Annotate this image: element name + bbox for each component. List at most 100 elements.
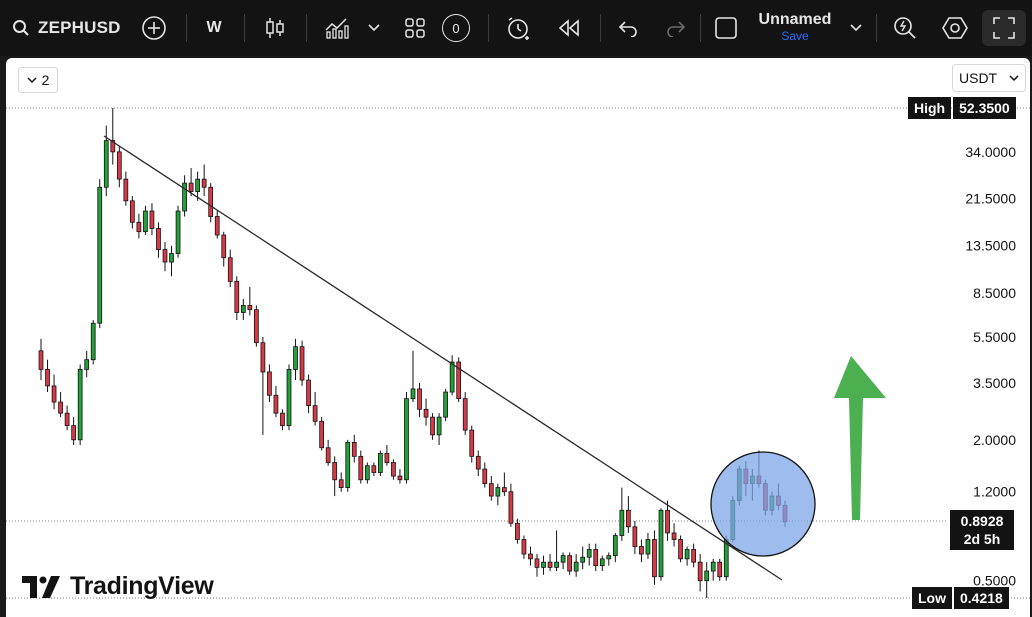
layout-dropdown[interactable] [844,10,868,46]
candle-up[interactable] [645,532,651,559]
candle-up[interactable] [443,388,448,422]
candle-up[interactable] [436,413,442,446]
candle-up[interactable] [195,171,200,201]
candle-up[interactable] [704,562,710,598]
candle-down[interactable] [123,171,129,206]
candle-up[interactable] [169,245,174,277]
candle-down[interactable] [351,434,357,463]
indicators-dropdown[interactable] [362,10,386,46]
candle-up[interactable] [364,462,370,484]
candle-up[interactable] [240,298,246,321]
candle-down[interactable] [626,496,631,533]
candle-up[interactable] [658,508,664,581]
candle-down[interactable] [234,276,240,321]
candle-up[interactable] [606,552,612,566]
candle-down[interactable] [319,417,324,451]
candle-up[interactable] [554,530,559,572]
symbol-search[interactable]: ZEPHUSD [12,10,124,46]
candle-down[interactable] [299,340,305,386]
candle-down[interactable] [678,535,683,563]
candle-up[interactable] [495,483,501,506]
candle-down[interactable] [267,364,272,403]
candle-up[interactable] [90,320,96,365]
chart-type-button[interactable] [258,10,292,46]
candle-down[interactable] [567,552,572,575]
candle-up[interactable] [293,338,298,381]
up-arrow[interactable] [834,356,886,520]
layout-button[interactable] [710,10,742,46]
replay-button[interactable] [552,10,586,46]
candle-down[interactable] [475,450,481,477]
candle-down[interactable] [547,554,553,572]
candle-up[interactable] [612,532,618,563]
candle-down[interactable] [515,518,520,544]
candle-down[interactable] [280,409,285,431]
interval-button[interactable]: W [206,19,222,36]
templates-button[interactable] [398,10,432,46]
candle-down[interactable] [462,392,468,435]
candle-down[interactable] [456,357,462,403]
candle-down[interactable] [397,469,403,484]
candle-down[interactable] [488,476,494,501]
indicators-button[interactable] [320,10,354,46]
candle-up[interactable] [586,543,592,566]
redo-button[interactable] [660,10,692,46]
candle-down[interactable] [502,472,507,497]
candle-up[interactable] [684,546,690,566]
settings-button[interactable] [938,10,972,46]
candle-down[interactable] [417,382,422,418]
candle-down[interactable] [697,554,703,592]
candle-up[interactable] [143,205,148,236]
downtrend-line[interactable] [103,135,783,581]
candle-down[interactable] [665,500,670,541]
candle-up[interactable] [410,350,416,403]
candle-down[interactable] [593,543,599,572]
fullscreen-button[interactable] [982,10,1026,46]
candle-up[interactable] [560,552,566,570]
candle-up[interactable] [286,364,292,431]
candle-down[interactable] [162,242,168,272]
candle-down[interactable] [208,183,214,223]
candle-down[interactable] [652,530,657,585]
candle-down[interactable] [136,213,142,239]
candle-down[interactable] [149,203,155,236]
candle-down[interactable] [717,558,723,581]
candle-down[interactable] [64,405,70,431]
candle-down[interactable] [332,456,338,497]
candle-down[interactable] [430,413,435,440]
candle-down[interactable] [188,168,194,197]
candle-down[interactable] [130,196,135,229]
candle-down[interactable] [247,286,253,316]
candle-down[interactable] [71,417,76,446]
candle-down[interactable] [639,539,644,563]
candle-down[interactable] [306,374,311,414]
chart-area[interactable]: 2 USDT 34.0000 21.5000 13.5000 8.5000 5.5000… [6,58,1030,617]
quick-search-button[interactable] [888,10,922,46]
candle-up[interactable] [84,350,90,378]
candle-down[interactable] [312,392,318,426]
candle-down[interactable] [338,472,344,492]
candle-down[interactable] [528,546,533,566]
candle-down[interactable] [227,249,233,287]
candle-up[interactable] [77,364,83,446]
compare-add-button[interactable] [138,10,170,46]
candle-down[interactable] [201,164,207,197]
candle-down[interactable] [58,392,63,418]
currency-select[interactable]: USDT [952,64,1026,92]
candle-down[interactable] [384,445,390,466]
candle-down[interactable] [38,338,44,381]
candle-up[interactable] [182,175,187,217]
series-toggle-button[interactable]: 2 [18,67,58,93]
candle-down[interactable] [45,359,50,393]
candle-down[interactable] [371,462,377,477]
candle-down[interactable] [110,108,116,165]
candle-down[interactable] [691,543,696,568]
candle-down[interactable] [214,211,220,239]
candle-up[interactable] [345,439,351,492]
layout-name-button[interactable]: Unnamed Save [750,10,840,46]
candle-up[interactable] [449,355,455,396]
candle-down[interactable] [254,305,259,347]
candle-down[interactable] [508,483,514,527]
candle-up[interactable] [573,554,579,577]
candle-down[interactable] [156,222,161,258]
